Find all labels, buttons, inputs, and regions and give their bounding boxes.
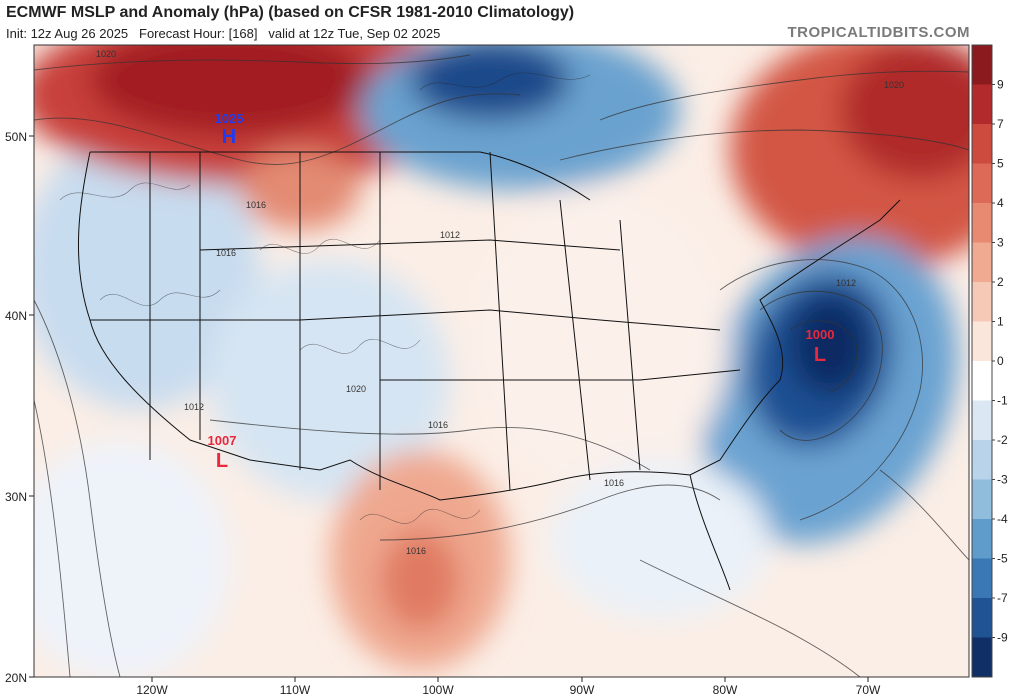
colorbar-segment <box>972 124 992 164</box>
isobar-label: 1020 <box>346 384 366 394</box>
anomaly-contours <box>59 72 591 524</box>
isobar-label: 1020 <box>96 49 116 59</box>
longitude-axis: 120W 110W 100W 90W 80W 70W <box>136 677 881 696</box>
colorbar-segment <box>972 558 992 599</box>
colorbar-label: -7 <box>997 591 1008 605</box>
colorbar: 9 7 5 4 3 2 1 0 -1 -2 -3 -4 -5 -7 -9 <box>971 44 1008 678</box>
lon-label: 100W <box>422 683 454 696</box>
low-center-marker: L <box>216 450 228 472</box>
colorbar-label: -2 <box>997 433 1008 447</box>
site-credit: TROPICALTIDBITS.COM <box>787 24 970 41</box>
lon-label: 90W <box>570 683 595 696</box>
colorbar-segment <box>972 400 992 441</box>
isobar-labels: 1020 1020 1016 1012 1012 1020 1016 1016 … <box>96 49 904 556</box>
isobar-label: 1016 <box>428 420 448 430</box>
colorbar-segment <box>972 598 992 638</box>
high-center-marker: H <box>222 126 236 148</box>
colorbar-label: -5 <box>997 552 1008 566</box>
low-center-value: 1007 <box>208 433 237 448</box>
colorbar-label: -1 <box>997 394 1008 408</box>
colorbar-label: 1 <box>997 315 1004 329</box>
colorbar-label: 0 <box>997 354 1004 368</box>
colorbar-segment <box>972 479 992 520</box>
isobars <box>34 54 969 677</box>
colorbar-segment <box>972 203 992 243</box>
colorbar-label: -4 <box>997 512 1008 526</box>
colorbar-segment <box>972 45 992 85</box>
lon-label: 120W <box>136 683 168 696</box>
colorbar-label: 9 <box>997 78 1004 92</box>
colorbar-label: 7 <box>997 117 1004 131</box>
colorbar-label: 3 <box>997 236 1004 250</box>
colorbar-segment <box>972 440 992 480</box>
anomaly-field <box>34 45 969 677</box>
pressure-centers: 1025 H 1007 L 1000 L <box>208 111 835 472</box>
colorbar-segment <box>972 519 992 559</box>
boundaries <box>77 151 901 591</box>
colorbar-segment <box>972 637 992 678</box>
low-center-marker: L <box>814 344 826 366</box>
latitude-axis: 50N 40N 30N 20N <box>5 130 34 685</box>
colorbar-label: 5 <box>997 157 1004 171</box>
isobar-label: 1012 <box>184 402 204 412</box>
isobar-label: 1012 <box>836 278 856 288</box>
colorbar-segment <box>972 242 992 283</box>
isobar-label: 1016 <box>604 478 624 488</box>
lon-label: 110W <box>280 683 311 696</box>
colorbar-segment <box>972 163 992 204</box>
lon-label: 70W <box>856 683 881 696</box>
colorbar-label: 4 <box>997 196 1004 210</box>
colorbar-segment <box>972 361 992 401</box>
lat-label: 30N <box>5 490 27 504</box>
low-center-value: 1000 <box>806 327 835 342</box>
map-subtitle: Init: 12z Aug 26 2025 Forecast Hour: [16… <box>6 26 440 41</box>
colorbar-segment <box>972 321 992 362</box>
forecast-hour: Forecast Hour: [168] <box>139 26 258 41</box>
isobar-label: 1016 <box>406 546 426 556</box>
isobar-label: 1020 <box>884 80 904 90</box>
colorbar-segment <box>972 84 992 125</box>
lat-label: 50N <box>5 130 27 144</box>
lat-label: 20N <box>5 671 27 685</box>
lon-label: 80W <box>713 683 738 696</box>
isobar-label: 1016 <box>216 248 236 258</box>
valid-time: valid at 12z Tue, Sep 02 2025 <box>268 26 441 41</box>
init-time: Init: 12z Aug 26 2025 <box>6 26 129 41</box>
colorbar-label: 2 <box>997 275 1004 289</box>
isobar-label: 1016 <box>246 200 266 210</box>
high-center-value: 1025 <box>215 111 244 126</box>
isobar-label: 1012 <box>440 230 460 240</box>
lat-label: 40N <box>5 309 27 323</box>
colorbar-label: -9 <box>997 631 1008 645</box>
colorbar-label: -3 <box>997 473 1008 487</box>
colorbar-segment <box>972 282 992 322</box>
map-frame <box>33 44 970 678</box>
map-title: ECMWF MSLP and Anomaly (hPa) (based on C… <box>6 4 575 21</box>
